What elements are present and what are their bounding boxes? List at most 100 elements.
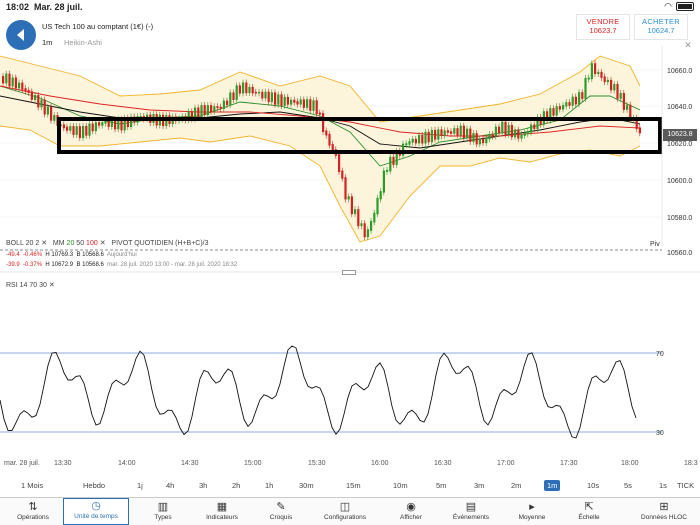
timeframe-3m[interactable]: 3m bbox=[474, 481, 485, 490]
price-label: 10580.0 bbox=[667, 215, 692, 222]
candle-body bbox=[309, 99, 312, 111]
candle-body bbox=[414, 138, 417, 144]
timeframe-4h[interactable]: 4h bbox=[166, 481, 175, 490]
candle-body bbox=[472, 133, 475, 142]
candle-body bbox=[94, 122, 97, 132]
boll-param-1: 20 bbox=[25, 240, 34, 247]
candle-body bbox=[581, 92, 584, 99]
current-timeframe: 1m bbox=[42, 38, 53, 47]
candle-body bbox=[408, 141, 411, 145]
rsi-legend[interactable]: RSI 14 70 30 ✕ bbox=[6, 281, 55, 289]
candle-body bbox=[2, 76, 5, 84]
candle-body bbox=[130, 116, 133, 128]
buy-button[interactable]: ACHETER 10624.7 bbox=[634, 14, 688, 40]
candle-body bbox=[88, 123, 91, 136]
candle-body bbox=[350, 196, 353, 215]
toolbar-display[interactable]: ◉ Afficher bbox=[378, 500, 444, 521]
high-value: H 10672.9 bbox=[45, 262, 74, 268]
remove-icon[interactable]: ✕ bbox=[48, 282, 55, 289]
mm-100-label: 100 bbox=[86, 240, 98, 247]
timeframe-10s[interactable]: 10s bbox=[587, 481, 600, 490]
bottom-toolbar: ⇅ Opérations ◷ Unité de temps ▥ Types ▦ … bbox=[0, 497, 700, 525]
timeframe-10m[interactable]: 10m bbox=[393, 481, 408, 490]
candle-body bbox=[194, 107, 197, 120]
timeframe-3h[interactable]: 3h bbox=[199, 481, 208, 490]
candle-body bbox=[104, 121, 107, 124]
candle-body bbox=[107, 121, 110, 127]
annotation-rectangle[interactable] bbox=[57, 117, 662, 154]
toolbar-sketch[interactable]: ✎ Croquis bbox=[248, 500, 314, 521]
time-label: mar. 28 juil. bbox=[4, 460, 40, 467]
indicator-legend[interactable]: BOLL 20 2 ✕ MM 20 50 100 ✕ PIVOT QUOTIDI… bbox=[6, 239, 209, 247]
candle-body bbox=[354, 209, 357, 215]
sell-price: 10623.7 bbox=[589, 26, 617, 35]
toolbar-configurations[interactable]: ◫ Configurations bbox=[312, 500, 378, 521]
toolbar-indicators[interactable]: ▦ Indicateurs bbox=[189, 500, 255, 521]
candle-body bbox=[331, 144, 334, 151]
candle-body bbox=[584, 77, 587, 99]
candle-body bbox=[370, 220, 373, 231]
time-label: 18:00 bbox=[621, 460, 639, 467]
toolbar-events[interactable]: ▤ Événements bbox=[438, 500, 504, 521]
candle-body bbox=[613, 84, 616, 91]
candle-body bbox=[280, 94, 283, 106]
candle-body bbox=[226, 100, 229, 106]
timeframe-1s[interactable]: 1s bbox=[659, 481, 667, 490]
timeframe-1j[interactable]: 1j bbox=[137, 481, 143, 490]
swap-arrows-icon: ⇅ bbox=[28, 501, 38, 513]
timeframe-15m[interactable]: 15m bbox=[346, 481, 361, 490]
instrument-name[interactable]: US Tech 100 au comptant (1€) (-) bbox=[42, 22, 154, 31]
candle-body bbox=[533, 124, 536, 130]
candle-body bbox=[312, 100, 315, 111]
candle-body bbox=[478, 138, 481, 145]
timeframe-30m[interactable]: 30m bbox=[299, 481, 314, 490]
candle-body bbox=[126, 117, 129, 128]
timeframe-2h[interactable]: 2h bbox=[232, 481, 241, 490]
candle-body bbox=[590, 63, 593, 80]
close-icon[interactable]: ✕ bbox=[684, 40, 692, 50]
remove-icon[interactable]: ✕ bbox=[99, 240, 106, 247]
timeframe-2m[interactable]: 2m bbox=[511, 481, 522, 490]
candle-body bbox=[446, 130, 449, 133]
toolbar-scale[interactable]: ⇱ Échelle bbox=[556, 500, 622, 521]
toolbar-hloc-data[interactable]: ⊞ Données HLOC bbox=[630, 500, 698, 521]
candle-body bbox=[469, 128, 472, 142]
toolbar-label: Unité de temps bbox=[74, 513, 118, 520]
toolbar-types[interactable]: ▥ Types bbox=[130, 500, 196, 521]
timeframe-1m[interactable]: 1m bbox=[544, 480, 561, 491]
candle-body bbox=[302, 99, 305, 108]
timeframe-tick[interactable]: TICK bbox=[677, 481, 695, 490]
back-button[interactable] bbox=[6, 20, 36, 50]
timeframe-5m[interactable]: 5m bbox=[436, 481, 447, 490]
time-label: 16:30 bbox=[434, 460, 452, 467]
candle-body bbox=[494, 126, 497, 137]
candle-body bbox=[437, 129, 440, 140]
toolbar-label: Croquis bbox=[269, 514, 293, 521]
pane-resize-handle[interactable] bbox=[342, 270, 356, 275]
candle-body bbox=[504, 121, 507, 135]
candle-body bbox=[491, 133, 494, 137]
chart-area[interactable]: 10660.0 10640.0 10620.0 10600.0 10580.0 … bbox=[0, 46, 700, 460]
timeframe-hebdo[interactable]: Hebdo bbox=[83, 481, 106, 490]
timeframe-1-mois[interactable]: 1 Mois bbox=[21, 481, 44, 490]
toolbar-label: Types bbox=[154, 514, 172, 521]
candle-body bbox=[267, 91, 270, 103]
change-value: -49.4 bbox=[6, 252, 20, 258]
toolbar-label: Opérations bbox=[17, 514, 49, 521]
candle-body bbox=[78, 126, 81, 139]
toolbar-average[interactable]: ▸ Moyenne bbox=[499, 500, 565, 521]
toolbar-operations[interactable]: ⇅ Opérations bbox=[0, 500, 66, 521]
candle-body bbox=[203, 105, 206, 116]
remove-icon[interactable]: ✕ bbox=[41, 240, 48, 247]
sell-button[interactable]: VENDRE 10623.7 bbox=[576, 14, 630, 40]
candle-body bbox=[277, 94, 280, 105]
time-axis: mar. 28 juil. 13:30 14:00 14:30 15:00 15… bbox=[0, 460, 700, 472]
timeframe-5s[interactable]: 5s bbox=[624, 481, 632, 490]
toolbar-label: Données HLOC bbox=[641, 514, 687, 521]
toolbar-timeframe[interactable]: ◷ Unité de temps bbox=[63, 498, 129, 525]
wifi-icon: ◠ bbox=[664, 1, 672, 11]
candle-body bbox=[206, 105, 209, 116]
calendar-icon: ▤ bbox=[465, 501, 477, 513]
timeframe-1h[interactable]: 1h bbox=[265, 481, 274, 490]
candle-body bbox=[430, 129, 433, 143]
